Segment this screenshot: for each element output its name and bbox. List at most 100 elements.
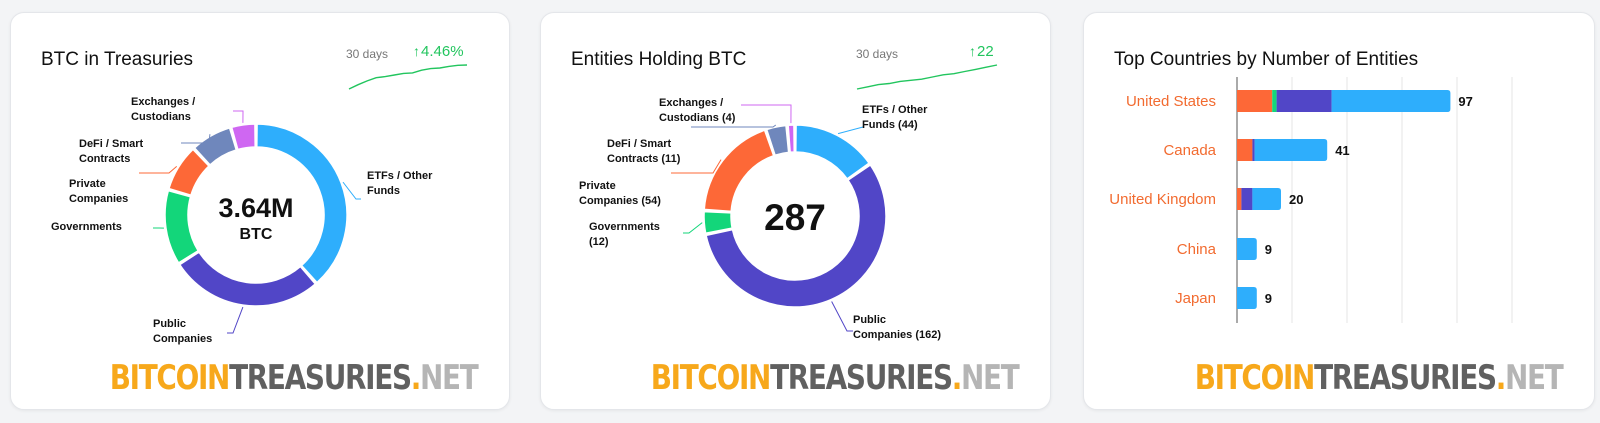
leader-line	[227, 306, 244, 334]
segment-label-line: Exchanges /	[131, 96, 195, 108]
countries-bar-chart: United States 97 Canada 41 United Kingdom 20 C…	[1109, 77, 1513, 323]
card-title: Entities Holding BTC	[571, 49, 747, 70]
segment-label-line: Custodians (4)	[659, 112, 736, 124]
center-unit: BTC	[240, 226, 273, 243]
bar-segment	[1241, 188, 1253, 210]
segment-label-line: DeFi / Smart	[79, 138, 144, 150]
segment-label: Exchanges / Custodians (4)	[659, 97, 736, 124]
bitcointreasuries-logo: BITCOINTREASURIES.NET	[1194, 358, 1563, 398]
bar-segment	[1276, 90, 1332, 112]
segment-label-line: Funds	[367, 185, 400, 197]
change-value: ↑4.46%	[413, 43, 464, 60]
leader-line	[691, 124, 777, 128]
bar-segment	[1252, 188, 1281, 210]
period-label: 30 days	[346, 47, 389, 61]
top-countries-card: Top Countries by Number of Entities Unit…	[1083, 12, 1595, 410]
donut-segment-etfs-other-funds-44	[795, 124, 871, 180]
bar-segment	[1237, 188, 1242, 210]
segment-label: Public Companies	[153, 318, 212, 345]
bar-total-label: 9	[1265, 291, 1272, 306]
segment-label-line: Companies (162)	[853, 329, 941, 341]
leader-line	[233, 110, 244, 123]
sparkline	[856, 64, 998, 90]
donut-segment-private-companies-54	[703, 129, 775, 213]
segment-label-line: Contracts	[79, 153, 130, 165]
leader-line	[831, 301, 853, 332]
donut-segment-public-companies-162	[705, 163, 887, 308]
segment-label-line: Companies	[69, 193, 128, 205]
bar-total-label: 97	[1458, 94, 1472, 109]
segment-label-line: Companies	[153, 333, 212, 345]
segment-label: Private Companies (54)	[579, 180, 661, 207]
center-value: 287	[764, 197, 826, 238]
segment-label-line: Governments	[51, 221, 122, 233]
bitcointreasuries-logo: BITCOINTREASURIES.NET	[109, 358, 478, 398]
segment-label: Governments (12)	[589, 221, 660, 248]
segment-label-line: DeFi / Smart	[607, 138, 672, 150]
donut-segment-etfs-other-funds	[256, 123, 348, 284]
segment-label-line: Private	[69, 178, 106, 190]
segment-label-line: Contracts (11)	[607, 153, 681, 165]
segment-label-line: Public	[153, 318, 186, 330]
card-title: BTC in Treasuries	[41, 49, 194, 70]
segment-label: ETFs / Other Funds (44)	[862, 104, 928, 131]
center-value: 3.64M	[218, 193, 293, 223]
entities-holding-btc-card: Entities Holding BTC 30 days ↑22 ETFs / …	[540, 12, 1051, 410]
bar-segment	[1237, 287, 1257, 309]
segment-label-line: Funds (44)	[862, 119, 918, 131]
btc-donut-chart: ETFs / Other Funds Public Companies Governme…	[51, 64, 468, 345]
bar-segment	[1237, 238, 1257, 260]
donut-segment-governments	[164, 189, 200, 264]
country-label-japan: Japan	[1175, 290, 1216, 307]
leader-line	[671, 159, 722, 174]
donut-segment-private-companies	[167, 148, 210, 197]
segment-label: Exchanges / Custodians	[131, 96, 195, 123]
bar-segment	[1237, 139, 1253, 161]
segment-label-line: Governments	[589, 221, 660, 233]
segment-label-line: ETFs / Other	[367, 170, 433, 182]
up-arrow-icon: ↑	[969, 43, 976, 59]
segment-label: Governments	[51, 221, 122, 233]
leader-line	[342, 181, 361, 200]
segment-label-line: Custodians	[131, 111, 191, 123]
segment-label-line: Companies (54)	[579, 195, 661, 207]
bitcointreasuries-logo: BITCOINTREASURIES.NET	[650, 358, 1019, 398]
change-value: ↑22	[969, 43, 994, 60]
segment-label-line: Exchanges /	[659, 97, 723, 109]
bar-segment	[1254, 139, 1328, 161]
leader-line	[181, 134, 211, 144]
donut-segment-public-companies	[178, 251, 317, 307]
segment-label: Public Companies (162)	[853, 314, 941, 341]
entities-donut-chart: ETFs / Other Funds (44) Public Companies (1…	[579, 64, 998, 341]
segment-label-line: Public	[853, 314, 886, 326]
donut-segment-exchanges-custodians-4	[787, 124, 795, 153]
donut-segment-governments-12	[703, 210, 734, 235]
segment-label: DeFi / Smart Contracts	[79, 138, 144, 165]
donut-segment-defi-smart-contracts-11	[765, 124, 790, 157]
segment-label-line: ETFs / Other	[862, 104, 928, 116]
bar-segment	[1331, 90, 1451, 112]
up-arrow-icon: ↑	[413, 43, 420, 59]
bar-total-label: 9	[1265, 242, 1272, 257]
btc-in-treasuries-card: BTC in Treasuries 30 days ↑4.46% ETFs / …	[10, 12, 510, 410]
bar-segment	[1272, 90, 1277, 112]
period-label: 30 days	[856, 47, 899, 61]
donut-segment-exchanges-custodians	[230, 123, 256, 151]
bar-total-label: 41	[1335, 143, 1349, 158]
donut-segment-defi-smart-contracts	[193, 126, 238, 166]
leader-line	[837, 126, 864, 135]
segment-label-line: Private	[579, 180, 616, 192]
bar-segment	[1237, 90, 1273, 112]
bar-total-label: 20	[1289, 192, 1303, 207]
card-title: Top Countries by Number of Entities	[1114, 49, 1419, 70]
segment-label: Private Companies	[69, 178, 128, 205]
country-label-united-kingdom: United Kingdom	[1109, 191, 1216, 208]
country-label-united-states: United States	[1126, 93, 1216, 110]
country-label-china: China	[1177, 241, 1217, 258]
leader-line	[139, 166, 178, 174]
segment-label-line: (12)	[589, 236, 609, 248]
leader-line	[683, 222, 703, 234]
country-label-canada: Canada	[1163, 142, 1216, 159]
sparkline	[348, 64, 468, 90]
segment-label: ETFs / Other Funds	[367, 170, 433, 197]
